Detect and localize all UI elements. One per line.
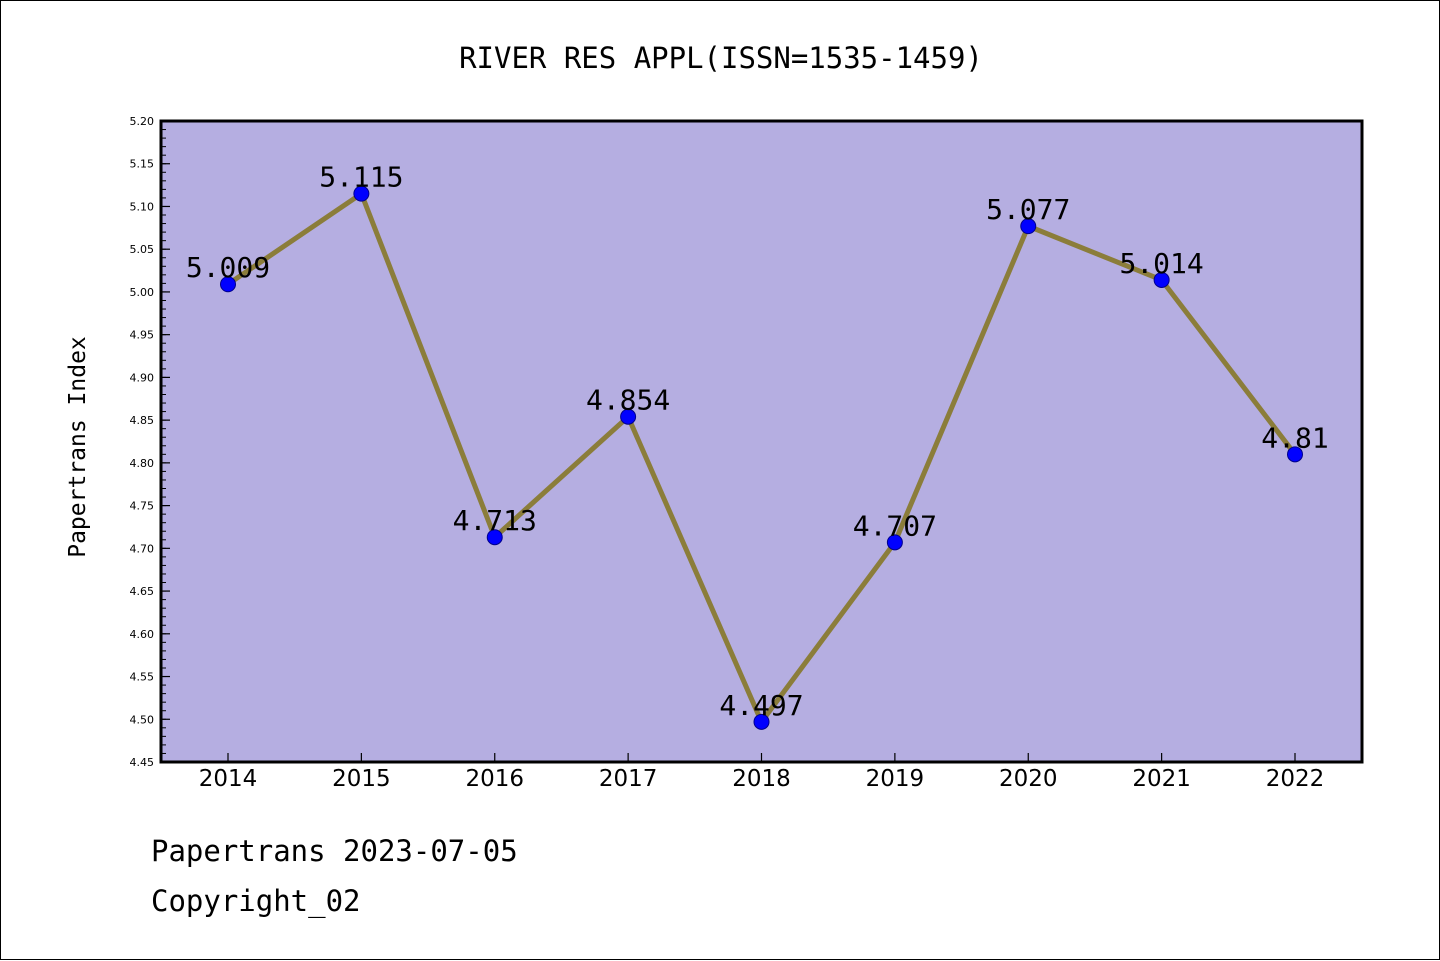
x-tick-label: 2019 xyxy=(866,766,925,792)
footer-date: Papertrans 2023-07-05 xyxy=(151,834,518,868)
y-tick-label: 4.75 xyxy=(130,500,155,513)
data-label: 4.81 xyxy=(1261,421,1328,454)
y-tick-label: 4.55 xyxy=(130,671,155,684)
data-point xyxy=(886,534,903,551)
x-tick-label: 2022 xyxy=(1266,766,1325,792)
data-label: 5.115 xyxy=(319,161,403,194)
data-point xyxy=(220,276,236,293)
series-group: 5.009 5.115 4.713 4.854 4.497 4.707 5.077 5.014… xyxy=(186,161,1329,730)
data-point xyxy=(620,408,637,425)
y-tick-label: 4.45 xyxy=(130,756,155,769)
data-label: 5.009 xyxy=(186,251,270,284)
data-label: 4.497 xyxy=(719,689,803,722)
data-label: 4.713 xyxy=(453,504,537,537)
data-point xyxy=(486,529,503,546)
data-point xyxy=(1153,271,1170,288)
x-tick-label: 2015 xyxy=(332,766,391,792)
data-label: 5.077 xyxy=(986,193,1070,226)
y-tick-label: 5.20 xyxy=(130,115,155,128)
y-axis: 4.45 4.50 4.55 4.60 4.65 4.70 4.75 4.80 4.85 4.90… xyxy=(130,115,170,769)
plot-frame xyxy=(159,119,1364,764)
y-tick-label: 5.05 xyxy=(130,243,155,256)
data-label: 4.707 xyxy=(853,509,937,542)
y-tick-label: 4.70 xyxy=(130,542,155,555)
x-axis: 2014 2015 2016 2017 2018 2019 2020 2021 2022 xyxy=(199,753,1325,792)
x-tick-label: 2018 xyxy=(732,766,791,792)
footer-copyright: Copyright_02 xyxy=(151,884,361,918)
y-tick-label: 4.95 xyxy=(130,329,155,342)
x-tick-label: 2021 xyxy=(1132,766,1191,792)
data-point xyxy=(753,713,770,730)
y-tick-label: 5.00 xyxy=(130,286,155,299)
y-tick-label: 4.80 xyxy=(130,457,155,470)
data-point xyxy=(353,185,370,202)
chart-title: RIVER RES APPL(ISSN=1535-1459) xyxy=(459,41,983,75)
y-tick-label: 4.60 xyxy=(130,628,155,641)
x-tick-label: 2017 xyxy=(599,766,658,792)
y-tick-label: 4.65 xyxy=(130,585,155,598)
y-tick-label: 4.85 xyxy=(130,414,155,427)
y-tick-label: 5.10 xyxy=(130,200,155,213)
x-tick-label: 2016 xyxy=(465,766,524,792)
plot-area xyxy=(161,121,1362,762)
y-axis-label: Papertrans Index xyxy=(65,336,91,558)
data-point xyxy=(1287,446,1303,463)
data-label: 5.014 xyxy=(1119,247,1203,280)
data-point xyxy=(1020,218,1037,235)
y-tick-label: 4.90 xyxy=(130,371,155,384)
data-label: 4.854 xyxy=(586,384,670,417)
x-tick-label: 2014 xyxy=(199,766,258,792)
y-tick-label: 4.50 xyxy=(130,713,155,726)
x-tick-label: 2020 xyxy=(999,766,1058,792)
y-tick-label: 5.15 xyxy=(130,158,155,171)
